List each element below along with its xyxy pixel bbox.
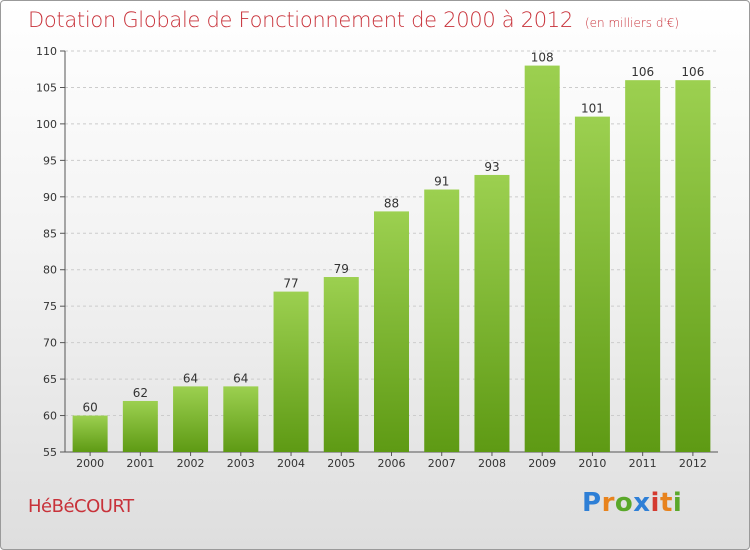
- proxiti-logo: Proxiti: [582, 488, 682, 518]
- logo-letter: t: [659, 488, 673, 518]
- bar: [374, 211, 409, 452]
- bar-value-label: 64: [233, 371, 248, 385]
- bar-value-label: 106: [681, 65, 704, 79]
- chart-title-text: Dotation Globale de Fonctionnement de 20…: [28, 8, 573, 32]
- x-tick-label: 2000: [76, 457, 104, 470]
- bar: [574, 116, 610, 453]
- x-tick-label: 2002: [177, 457, 205, 470]
- bar: [173, 386, 209, 452]
- bar-value-label: 64: [183, 371, 198, 385]
- bar-value-label: 77: [283, 277, 298, 291]
- y-tick-label: 65: [43, 373, 57, 386]
- bar: [424, 189, 460, 452]
- x-tick-label: 2004: [277, 457, 305, 470]
- bar-value-label: 106: [631, 65, 654, 79]
- x-tick-label: 2001: [126, 457, 154, 470]
- logo-letter: x: [633, 488, 651, 518]
- x-tick-label: 2009: [528, 457, 556, 470]
- bar: [72, 415, 108, 452]
- bar: [323, 277, 359, 452]
- bar: [122, 400, 158, 452]
- x-tick-label: 2012: [679, 457, 707, 470]
- bar-value-label: 108: [531, 51, 554, 65]
- chart-unit: (en milliers d'€): [584, 16, 680, 30]
- y-tick-label: 110: [36, 45, 57, 58]
- y-tick-label: 70: [43, 337, 57, 350]
- x-tick-label: 2005: [327, 457, 355, 470]
- y-tick-label: 55: [43, 446, 57, 459]
- chart-title: Dotation Globale de Fonctionnement de 20…: [28, 8, 679, 32]
- y-tick-label: 75: [43, 300, 57, 313]
- y-tick-label: 80: [43, 264, 57, 277]
- x-tick-label: 2007: [428, 457, 456, 470]
- logo-letter: i: [650, 488, 660, 518]
- y-tick-label: 100: [36, 118, 57, 131]
- bar-value-label: 91: [434, 175, 449, 189]
- y-tick-label: 85: [43, 227, 57, 240]
- bar-value-label: 101: [581, 102, 604, 116]
- logo-letter: P: [582, 488, 602, 518]
- x-tick-label: 2011: [629, 457, 657, 470]
- bar: [625, 80, 661, 452]
- x-tick-label: 2003: [227, 457, 255, 470]
- logo-letter: r: [601, 488, 615, 518]
- y-tick-label: 105: [36, 81, 57, 94]
- bar-value-label: 60: [82, 401, 97, 415]
- bar: [474, 174, 510, 453]
- x-tick-label: 2008: [478, 457, 506, 470]
- bar-value-label: 93: [484, 160, 499, 174]
- y-tick-label: 95: [43, 154, 57, 167]
- bar: [524, 65, 560, 452]
- bar: [273, 291, 309, 452]
- logo-letter: i: [672, 488, 683, 518]
- commune-name: HéBéCOURT: [28, 496, 134, 517]
- x-tick-label: 2006: [378, 457, 406, 470]
- bar-value-label: 79: [334, 262, 349, 276]
- y-tick-label: 90: [43, 191, 57, 204]
- y-tick-label: 60: [43, 410, 57, 423]
- logo-letter: o: [614, 488, 634, 518]
- bar-value-label: 62: [133, 386, 148, 400]
- x-tick-label: 2010: [578, 457, 606, 470]
- bar: [223, 386, 259, 452]
- bar-value-label: 88: [384, 196, 399, 210]
- bar: [675, 80, 711, 452]
